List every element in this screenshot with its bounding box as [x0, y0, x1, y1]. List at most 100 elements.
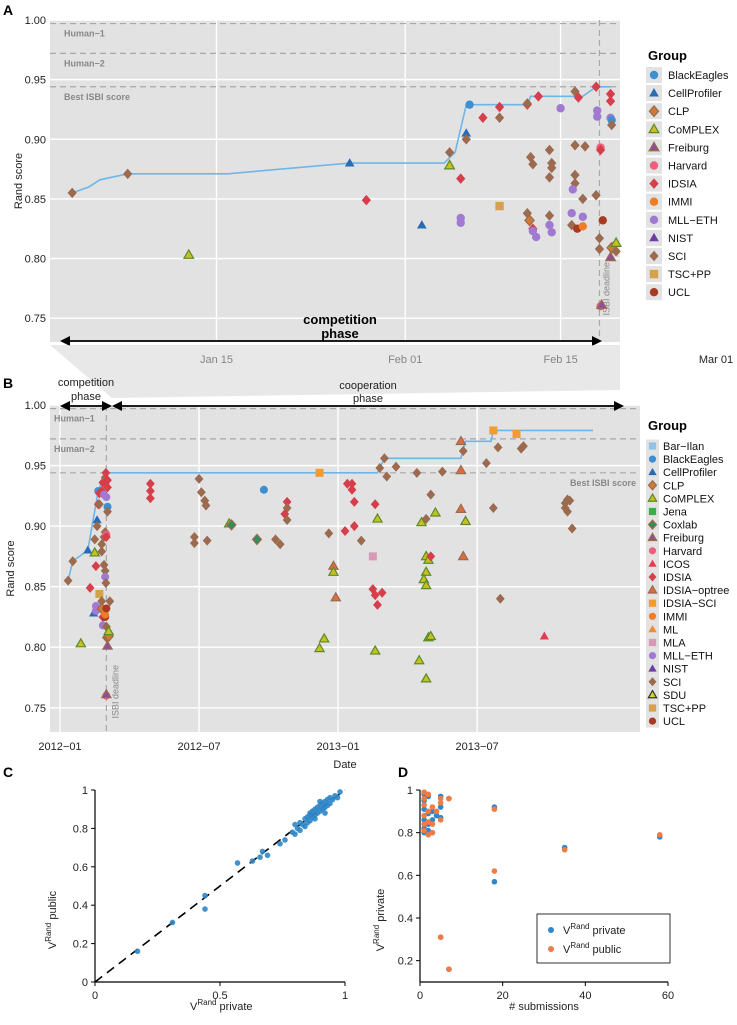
panel-d-point-public	[425, 791, 432, 798]
panel-a-point	[580, 141, 590, 152]
panel-a-point	[417, 220, 427, 229]
panel-label-b: B	[3, 375, 13, 391]
panel-a-legend-marker	[648, 141, 660, 152]
panel-b-point	[63, 575, 73, 586]
panel-b-legend-label: TSC+PP	[663, 703, 706, 715]
panel-b-legend-marker	[648, 677, 657, 687]
panel-b-legend-marker	[647, 532, 658, 542]
panel-b-point	[493, 442, 503, 453]
panel-c-point	[202, 892, 208, 899]
panel-d-legend-box	[536, 913, 671, 964]
panel-b-point	[101, 578, 111, 589]
panel-a-point	[461, 134, 471, 145]
panel-b-legend-label: NIST	[663, 664, 688, 676]
panel-d-point-public	[425, 819, 432, 825]
panel-c-point	[264, 852, 271, 859]
panel-a-point	[591, 190, 601, 201]
panel-a-point	[570, 178, 580, 189]
panel-d-point-private	[421, 806, 427, 812]
panel-b-point	[330, 591, 342, 602]
panel-b-point	[519, 441, 528, 452]
panel-a-point	[570, 139, 580, 151]
panel-c-point	[282, 837, 288, 843]
panel-b-legend-label: CoMPLEX	[663, 493, 715, 505]
panel-d-point-public	[421, 789, 427, 795]
panel-b-point	[347, 484, 357, 495]
panel-b-point	[318, 632, 330, 643]
panel-a-background	[50, 20, 620, 342]
panel-b-arrow-head	[102, 401, 112, 411]
panel-a-point	[593, 112, 602, 121]
panel-b-legend-label: CellProfiler	[663, 467, 717, 479]
panel-b-point	[459, 515, 472, 526]
panel-c-ytick: 0.8	[73, 823, 88, 835]
panel-d-ylabel: VRand private	[372, 889, 387, 952]
panel-b-point	[101, 640, 114, 650]
panel-a-legend-marker	[649, 178, 659, 189]
panel-b-xlabel: Date	[333, 759, 356, 771]
panel-b-point	[567, 523, 577, 534]
panel-b-ytick: 0.80	[25, 642, 46, 654]
panel-b-point	[196, 487, 206, 498]
panel-d-point-public	[421, 795, 427, 802]
panel-b-point	[349, 496, 359, 507]
panel-b-xtick: 2012−07	[177, 741, 220, 753]
panel-b-point	[425, 630, 437, 641]
panel-a-ref-label: Human−1	[64, 29, 105, 39]
panel-b-legend-marker	[648, 455, 657, 463]
panel-c-point	[249, 858, 256, 864]
panel-d-point-public	[446, 795, 452, 802]
panel-a-point	[182, 248, 195, 259]
panel-d-point-public	[421, 802, 427, 808]
panel-d-point-public	[446, 966, 452, 972]
panel-d-point-public	[433, 808, 440, 815]
panel-c-xtick: 0	[92, 990, 98, 1002]
panel-b-ref-label: Human−1	[54, 414, 95, 424]
panel-b-point	[382, 471, 392, 482]
panel-a-ytick: 0.80	[25, 254, 46, 266]
panel-a-ylabel: Rand score	[13, 153, 25, 209]
panel-c-ytick: 0	[82, 977, 88, 989]
panel-b-phase-label: competition	[58, 377, 114, 389]
panel-b-legend-title: Group	[648, 418, 687, 433]
panel-d-ytick: 0.8	[398, 828, 413, 840]
panel-b-point	[340, 525, 350, 536]
panel-a-point	[456, 213, 465, 223]
panel-b-point	[347, 478, 357, 489]
panel-b-legend-label: Bar−Ilan	[663, 441, 704, 453]
panel-b-legend-label: Coxlab	[663, 520, 697, 532]
panel-a-point	[344, 158, 355, 167]
panel-b-ytick: 0.75	[25, 703, 46, 715]
panel-b-legend-marker	[648, 625, 657, 633]
panel-b-point	[455, 435, 467, 446]
panel-b-phase-label: cooperation	[339, 380, 397, 392]
panel-label-c: C	[3, 764, 13, 780]
panel-b-ref-label: Best ISBI score	[570, 478, 636, 488]
panel-b-legend-label: ML	[663, 624, 678, 636]
panel-b-xtick: 2012−01	[38, 741, 81, 753]
panel-b-point	[103, 625, 115, 636]
panel-a-phase-label: phase	[321, 326, 359, 341]
panel-b-legend-marker	[648, 507, 657, 516]
panel-b-point	[369, 644, 381, 655]
panel-b-legend-label: BlackEagles	[663, 454, 724, 466]
panel-b-point	[420, 566, 432, 576]
panel-c-point	[312, 816, 318, 822]
panel-b-point	[349, 521, 359, 532]
panel-b-legend-marker	[647, 689, 658, 699]
panel-c-ytick: 0.6	[73, 862, 88, 874]
panel-d-legend-label-public: VRand public	[563, 941, 622, 956]
panel-b-ytick: 0.85	[25, 582, 46, 594]
panel-d-point-public	[421, 812, 427, 819]
panel-b-legend-marker	[647, 519, 658, 531]
panel-d-point-private	[437, 804, 444, 810]
panel-b-legend-marker	[648, 467, 657, 476]
panel-b-point	[145, 485, 155, 496]
panel-d-legend-marker-private	[548, 927, 554, 933]
panel-b-legend-marker	[647, 492, 658, 502]
panel-a-legend-title: Group	[648, 48, 687, 63]
panel-b-point	[275, 539, 285, 550]
panel-b-point	[495, 593, 505, 604]
panel-b-xtick: 2013−01	[317, 741, 360, 753]
panel-a-arrow-head-left	[60, 336, 70, 346]
